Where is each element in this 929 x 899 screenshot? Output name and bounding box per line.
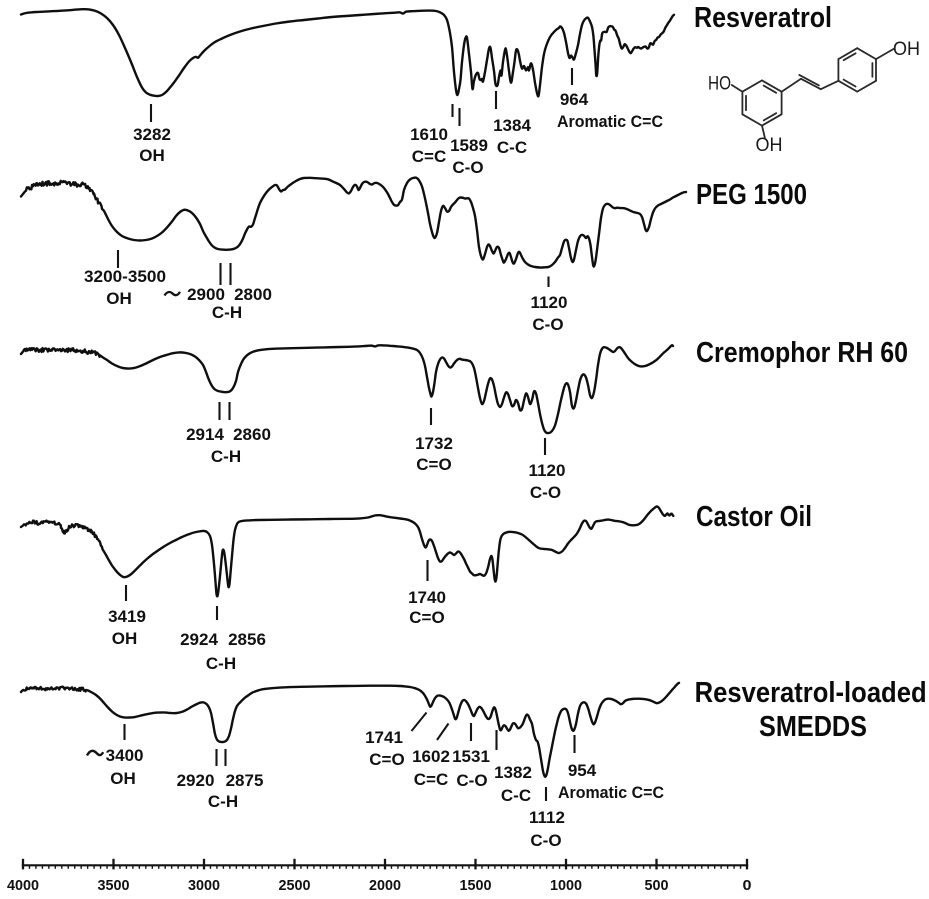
svg-text:1120: 1120 — [529, 461, 566, 480]
svg-text:C-H: C-H — [212, 303, 242, 322]
svg-text:SMEDDS: SMEDDS — [759, 711, 867, 743]
svg-text:Aromatic C=C: Aromatic C=C — [558, 783, 664, 802]
svg-text:OH: OH — [110, 769, 136, 788]
svg-text:1610: 1610 — [410, 125, 448, 144]
svg-text:1120: 1120 — [531, 293, 568, 312]
svg-text:OH: OH — [893, 39, 920, 60]
svg-text:2920: 2920 — [177, 771, 215, 790]
svg-text:3282: 3282 — [133, 125, 171, 144]
svg-text:1741: 1741 — [365, 728, 403, 747]
svg-text:964: 964 — [560, 90, 589, 109]
svg-text:1382: 1382 — [494, 763, 532, 782]
svg-text:OH: OH — [139, 146, 165, 165]
svg-text:2800: 2800 — [234, 285, 272, 304]
svg-text:2875: 2875 — [226, 771, 264, 790]
svg-text:500: 500 — [645, 877, 669, 894]
svg-text:C-O: C-O — [452, 158, 483, 177]
svg-text:2924: 2924 — [180, 630, 218, 649]
svg-text:1000: 1000 — [550, 877, 582, 894]
svg-text:1384: 1384 — [493, 116, 531, 135]
svg-text:2914: 2914 — [186, 425, 224, 444]
svg-text:HO: HO — [708, 74, 731, 95]
svg-text:Aromatic C=C: Aromatic C=C — [557, 112, 663, 131]
svg-text:2856: 2856 — [228, 630, 266, 649]
svg-text:1589: 1589 — [450, 136, 488, 155]
svg-text:2860: 2860 — [233, 425, 271, 444]
svg-text:3200-3500: 3200-3500 — [84, 267, 166, 286]
svg-text:C-H: C-H — [208, 792, 238, 811]
svg-text:PEG 1500: PEG 1500 — [696, 179, 807, 211]
svg-text:2500: 2500 — [279, 877, 311, 894]
svg-text:OH: OH — [112, 629, 138, 648]
svg-text:C=C: C=C — [414, 770, 448, 789]
svg-text:Resveratrol: Resveratrol — [694, 2, 832, 34]
svg-text:C=O: C=O — [416, 455, 451, 474]
svg-text:3400: 3400 — [106, 746, 144, 765]
svg-text:C-O: C-O — [530, 483, 561, 502]
svg-text:C-O: C-O — [530, 831, 561, 850]
svg-text:1112: 1112 — [529, 808, 565, 827]
svg-text:C-O: C-O — [532, 315, 563, 334]
svg-text:Resveratrol-loaded: Resveratrol-loaded — [695, 677, 927, 709]
svg-text:Cremophor RH 60: Cremophor RH 60 — [696, 337, 908, 369]
svg-text:3000: 3000 — [188, 877, 220, 894]
svg-text:3419: 3419 — [108, 607, 146, 626]
svg-text:OH: OH — [106, 289, 132, 308]
svg-text:4000: 4000 — [7, 877, 39, 894]
svg-text:2900: 2900 — [187, 285, 225, 304]
svg-text:1531: 1531 — [452, 747, 490, 766]
svg-text:C-C: C-C — [497, 138, 527, 157]
svg-text:954: 954 — [568, 761, 597, 780]
svg-text:C-C: C-C — [501, 786, 531, 805]
svg-text:C-O: C-O — [456, 771, 487, 790]
svg-text:2000: 2000 — [369, 877, 401, 894]
svg-text:C=O: C=O — [409, 608, 444, 627]
svg-text:C=C: C=C — [412, 147, 446, 166]
svg-text:OH: OH — [756, 135, 783, 156]
svg-text:1500: 1500 — [460, 877, 492, 894]
svg-text:0: 0 — [743, 877, 752, 894]
svg-text:3500: 3500 — [98, 877, 130, 894]
svg-text:C-H: C-H — [211, 447, 241, 466]
svg-text:C-H: C-H — [206, 654, 236, 673]
svg-text:1602: 1602 — [412, 747, 450, 766]
svg-text:C=O: C=O — [369, 750, 404, 769]
svg-text:Castor Oil: Castor Oil — [696, 501, 812, 533]
svg-text:1740: 1740 — [408, 588, 446, 607]
svg-text:1732: 1732 — [415, 434, 453, 453]
